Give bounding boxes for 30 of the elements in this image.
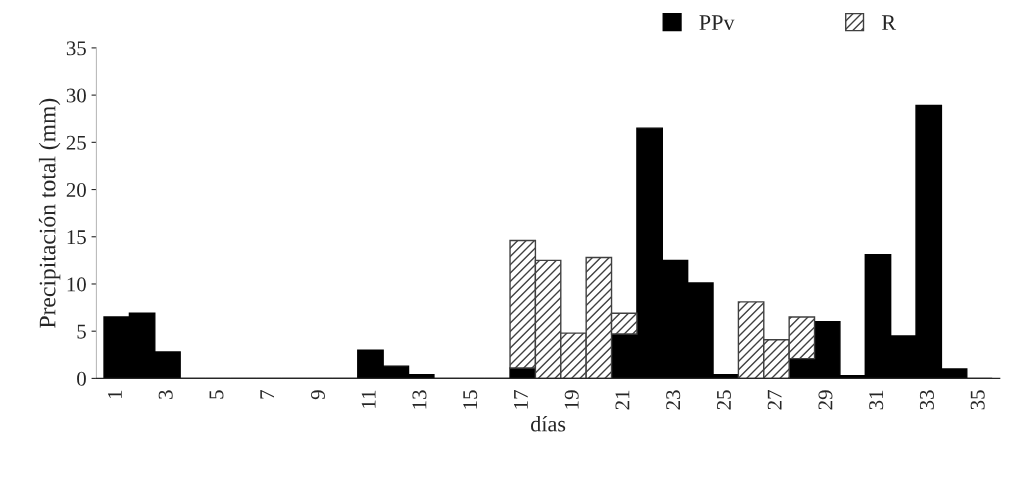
x-tick-label: 11 [361, 390, 376, 408]
x-tick-label: 17 [513, 390, 528, 409]
legend-label: R [881, 15, 897, 30]
x-tick-label: 29 [818, 390, 833, 410]
x-tick-label: 3 [158, 390, 173, 399]
x-tick-label: 27 [767, 390, 782, 410]
x-tick-label: 33 [919, 390, 934, 410]
x-tick-label: 15 [463, 390, 478, 409]
y-tick-label: 5 [77, 324, 86, 339]
x-tick-label: 9 [310, 390, 325, 400]
legend-label: PPv [699, 15, 735, 31]
x-tick-label: 23 [666, 390, 681, 410]
x-tick-label: 19 [564, 390, 579, 409]
x-tick-label: 25 [716, 390, 731, 410]
y-tick-label: 20 [66, 182, 86, 197]
y-tick-label: 30 [66, 88, 86, 103]
y-tick-label: 0 [77, 371, 86, 386]
y-axis-title: Precipitación total (mm) [38, 98, 61, 328]
x-tick-label: 31 [869, 390, 884, 410]
x-tick-label: 7 [260, 390, 274, 399]
x-tick-label: 35 [970, 390, 985, 410]
y-tick-label: 10 [67, 277, 86, 292]
y-tick-label: 35 [66, 41, 86, 56]
x-tick-label: 1 [107, 390, 122, 399]
x-axis-title: días [531, 415, 566, 432]
y-tick-label: 15 [67, 230, 86, 245]
y-tick-label: 25 [66, 135, 86, 150]
x-tick-label: 13 [412, 390, 427, 409]
x-tick-label: 21 [615, 390, 630, 410]
x-tick-label: 5 [209, 390, 224, 399]
